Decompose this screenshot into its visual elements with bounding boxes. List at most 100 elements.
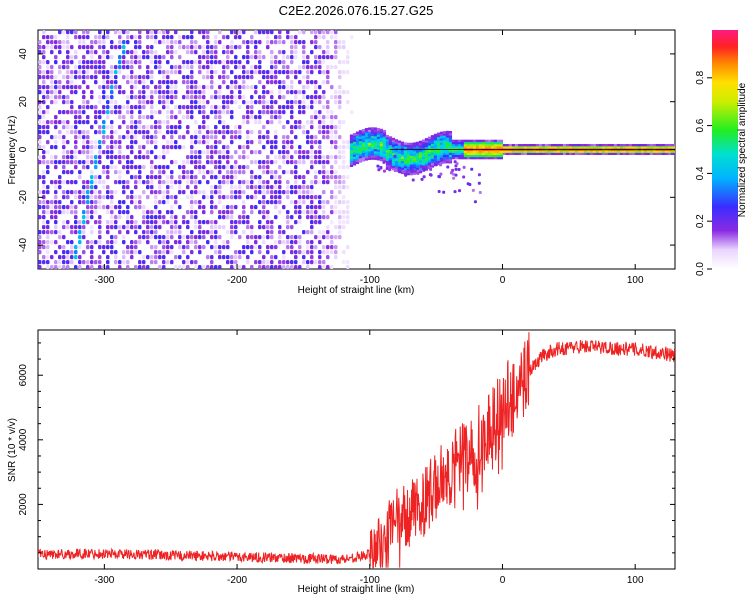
spectrogram-cell	[82, 100, 86, 105]
spectrogram-cell	[242, 170, 246, 175]
spectrogram-cell	[70, 90, 74, 95]
spectrogram-cell	[427, 153, 432, 157]
spectrogram-cell	[226, 145, 230, 150]
spectrogram-cell	[62, 100, 66, 105]
spectrogram-cell	[394, 139, 399, 142]
spectrogram-cell	[470, 167, 474, 171]
spectrogram-cell	[178, 110, 182, 115]
spectrogram-cell	[437, 175, 441, 179]
spectrogram-cell	[42, 210, 46, 215]
spectrogram-cell	[502, 143, 507, 147]
spectrogram-cell	[202, 95, 206, 100]
spectrogram-cell	[226, 255, 230, 260]
spectrogram-cell	[246, 75, 250, 80]
spectrogram-cell	[352, 158, 357, 162]
spectrogram-cell	[361, 146, 366, 149]
spectrogram-cell	[54, 220, 58, 225]
spectrogram-cell	[424, 168, 429, 171]
spectrogram-cell	[138, 75, 142, 80]
spectrogram-cell	[282, 190, 286, 195]
spectrogram-cell	[146, 210, 150, 215]
spectrogram-cell	[78, 220, 82, 225]
spectrogram-cell	[94, 195, 98, 200]
spectrogram-cell	[355, 140, 360, 143]
spectrogram-cell	[318, 150, 322, 155]
spectrogram-cell	[242, 220, 246, 225]
spectrogram-cell	[194, 85, 198, 90]
spectrogram-cell	[182, 145, 186, 150]
spectrogram-cell	[166, 120, 170, 125]
spectrogram-cell	[310, 40, 314, 45]
spectrogram-cell	[460, 152, 465, 156]
spectrogram-cell	[290, 80, 294, 85]
spectrogram-cell	[364, 138, 369, 142]
spectrogram-cell	[186, 160, 190, 165]
spectrogram-cell	[664, 143, 669, 147]
spectrogram-cell	[98, 115, 102, 120]
spectrogram-cell	[361, 152, 366, 156]
spectrogram-cell	[427, 149, 432, 152]
spectrogram-cell	[70, 190, 74, 195]
spectrogram-cell	[326, 40, 330, 45]
spectrogram-cell	[130, 245, 134, 250]
spectrogram-cell	[206, 70, 210, 75]
spectrogram-cell	[138, 120, 142, 125]
spectrogram-cell	[403, 144, 408, 147]
spectrogram-cell	[334, 205, 338, 210]
spectrogram-cell	[370, 129, 375, 132]
spectrogram-cell	[58, 255, 62, 260]
spectrogram-cell	[78, 235, 82, 240]
spectrogram-cell	[463, 156, 468, 160]
spectrogram-cell	[214, 230, 218, 235]
spectrogram-cell	[619, 150, 624, 153]
spectrogram-cell	[562, 143, 567, 147]
spectrogram-cell	[198, 130, 202, 135]
spectrogram-cell	[66, 220, 70, 225]
spectrogram-cell	[66, 180, 70, 185]
spectrogram-cell	[126, 160, 130, 165]
spectrogram-cell	[439, 155, 444, 158]
spectrogram-cell	[499, 150, 504, 153]
spectrogram-cell	[190, 30, 194, 35]
spectrogram-cell	[46, 90, 50, 95]
spectrogram-cell	[234, 100, 238, 105]
spectrogram-cell	[78, 265, 82, 269]
spectrogram-cell	[484, 154, 489, 158]
spectrogram-cell	[496, 141, 501, 145]
spectrogram-cell	[310, 195, 314, 200]
spectrogram-cell	[520, 150, 525, 153]
spectrogram-cell	[370, 157, 375, 160]
spectrogram-cell	[322, 235, 326, 240]
spectrogram-cell	[78, 35, 82, 40]
spectrogram-cell	[404, 173, 408, 177]
spectrogram-cell	[202, 150, 206, 155]
spectrogram-cell	[439, 140, 444, 143]
spectrogram-cell	[78, 230, 82, 235]
spectrogram-cell	[66, 255, 70, 260]
spectrogram-cell	[258, 180, 262, 185]
spectrogram-cell	[553, 152, 558, 156]
spectrogram-cell	[355, 150, 360, 154]
spectrogram-cell	[270, 145, 274, 150]
spectrogram-cell	[487, 139, 492, 143]
spectrogram-cell	[162, 40, 166, 45]
spectrogram-cell	[338, 225, 342, 230]
spectrogram-cell	[190, 150, 194, 155]
spectrogram-cell	[286, 70, 290, 75]
spectrogram-cell	[520, 146, 525, 149]
spectrogram-cell	[346, 200, 350, 205]
spectrogram-cell	[66, 55, 70, 60]
spectrogram-cell	[246, 105, 250, 110]
spectrogram-cell	[70, 105, 74, 110]
spectrogram-cell	[373, 129, 378, 132]
spectrogram-cell	[574, 146, 579, 149]
spectrogram-cell	[388, 151, 393, 154]
spectrogram-cell	[262, 210, 266, 215]
spectrogram-cell	[294, 90, 298, 95]
spectrogram-cell	[42, 260, 46, 265]
spectrogram-cell	[589, 150, 594, 153]
spectrogram-cell	[628, 150, 633, 153]
spectrogram-cell	[544, 152, 549, 156]
spectrogram-cell	[162, 105, 166, 110]
spectrogram-cell	[82, 30, 86, 35]
